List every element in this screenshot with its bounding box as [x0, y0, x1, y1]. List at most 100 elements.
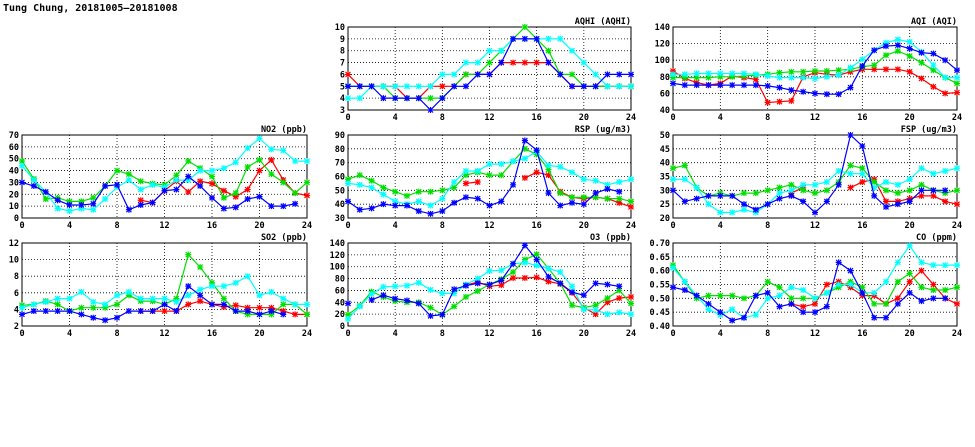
y-tick-label: 6 [340, 70, 345, 80]
data-point [616, 83, 623, 90]
y-tick-label: 0.70 [650, 239, 670, 249]
data-point [30, 177, 37, 184]
y-tick-label: 90 [335, 131, 345, 141]
series-line-blue [371, 244, 620, 317]
data-point [510, 35, 517, 42]
data-point [356, 172, 363, 179]
y-tick-label: 60 [9, 143, 19, 153]
data-point [906, 68, 913, 75]
data-point [462, 194, 469, 201]
panel-co: 0.40 0.45 0.50 0.55 0.60 0.65 0.70 0 4 8 12 16 20 24 C… [650, 233, 963, 339]
data-point [800, 295, 807, 302]
data-point [510, 269, 517, 276]
data-point [19, 179, 25, 186]
data-point [752, 82, 759, 89]
data-point [427, 83, 434, 90]
data-point [545, 273, 552, 280]
data-point [30, 308, 37, 315]
data-point [693, 74, 700, 81]
data-point [681, 278, 688, 285]
y-tick-label: 60 [335, 173, 345, 183]
data-point [161, 184, 168, 191]
x-tick-label: 8 [765, 113, 770, 123]
data-point [705, 82, 712, 89]
data-point [533, 251, 540, 258]
y-tick-label: 120 [330, 251, 345, 261]
data-point [451, 184, 458, 191]
data-point [137, 295, 144, 302]
data-point [19, 158, 25, 165]
data-point [78, 198, 85, 205]
data-point [616, 71, 623, 78]
x-tick-label: 20 [254, 221, 264, 231]
data-point [604, 299, 611, 306]
data-point [930, 50, 937, 57]
data-point [741, 70, 747, 77]
data-point [788, 74, 795, 81]
data-point [812, 190, 818, 197]
page-title: Tung Chung, 20181005–20181008 [3, 3, 178, 14]
data-point [197, 286, 204, 293]
data-point [894, 190, 901, 197]
y-tick-label: 50 [335, 186, 345, 196]
data-point [764, 72, 771, 79]
data-point [90, 206, 97, 213]
x-tick-label: 12 [810, 329, 820, 339]
data-point [823, 73, 830, 80]
data-point [42, 298, 49, 305]
data-point [752, 206, 759, 213]
panel-title: AQHI (AQHI) [575, 17, 631, 27]
data-point [859, 289, 866, 296]
x-tick-label: 16 [207, 329, 217, 339]
x-tick-label: 16 [532, 329, 542, 339]
data-point [209, 180, 215, 187]
data-point [717, 82, 724, 89]
data-point [54, 308, 61, 315]
y-tick-label: 20 [335, 310, 345, 320]
series-line-blue [347, 139, 620, 215]
data-point [197, 298, 204, 305]
data-point [835, 259, 842, 266]
data-point [498, 198, 505, 205]
data-point [220, 283, 227, 290]
series-red [462, 274, 634, 318]
data-point [800, 74, 807, 81]
data-point [114, 292, 120, 299]
data-point [930, 287, 937, 294]
data-point [776, 292, 783, 299]
data-point [557, 269, 564, 276]
x-tick-label: 16 [857, 329, 867, 339]
data-point [102, 304, 109, 311]
data-point [533, 59, 540, 66]
data-point [185, 301, 192, 308]
data-point [883, 203, 889, 210]
data-point [498, 59, 505, 66]
data-point [185, 292, 192, 299]
data-point [616, 188, 623, 195]
y-tick-label: 30 [660, 186, 670, 196]
data-point [220, 165, 227, 172]
data-point [871, 62, 878, 69]
x-tick-label: 4 [718, 329, 723, 339]
data-point [185, 188, 192, 195]
data-point [380, 292, 387, 299]
data-point [510, 59, 517, 66]
y-tick-label: 0.45 [650, 308, 670, 318]
data-point [930, 281, 937, 288]
data-point [604, 295, 611, 302]
data-point [776, 303, 783, 310]
y-tick-label: 45 [660, 145, 670, 155]
series-blue [345, 242, 623, 319]
data-point [66, 308, 73, 315]
data-point [764, 278, 771, 285]
data-point [930, 62, 937, 69]
data-point [717, 309, 724, 316]
data-point [415, 300, 422, 307]
data-point [280, 308, 287, 315]
x-tick-label: 20 [905, 221, 915, 231]
data-point [356, 95, 363, 102]
data-point [954, 89, 960, 96]
data-point [161, 308, 168, 315]
data-point [356, 181, 363, 188]
data-point [345, 198, 351, 205]
